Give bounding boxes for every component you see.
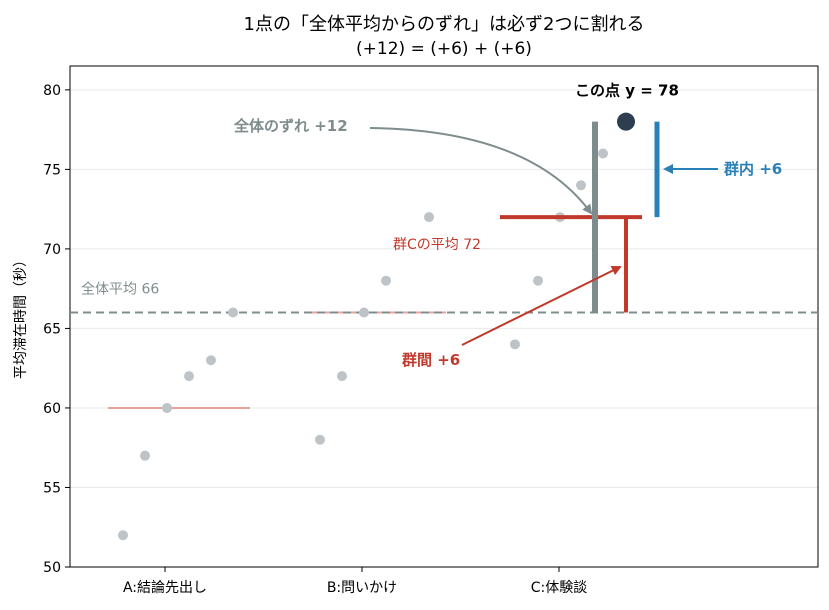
data-point <box>140 450 150 461</box>
x-tick-label: A:結論先出し <box>123 580 207 596</box>
data-point <box>533 275 543 286</box>
total-deviation-label: 全体のずれ +12 <box>233 117 348 135</box>
group-c-mean-label: 群Cの平均 72 <box>393 237 481 253</box>
x-axis: A:結論先出し B:問いかけ C:体験談 <box>123 567 587 596</box>
plot-frame <box>69 65 819 568</box>
highlight-point <box>617 112 635 131</box>
grid <box>70 89 818 568</box>
data-point <box>184 371 194 382</box>
data-point <box>576 180 586 191</box>
data-point <box>206 355 216 366</box>
y-tick-label: 60 <box>43 401 61 417</box>
y-tick-label: 55 <box>43 480 61 496</box>
data-point <box>424 212 434 223</box>
y-tick-label: 50 <box>43 560 61 576</box>
marks: 全体平均 66 群Cの平均 72 この点 y = 78 全体のずれ +12 群間 +6 群… <box>70 82 818 541</box>
data-point <box>118 530 128 541</box>
y-tick-label: 65 <box>43 321 61 337</box>
highlight-point-label: この点 y = 78 <box>575 82 679 100</box>
total-deviation-arrow <box>369 127 593 215</box>
within-label: 群内 +6 <box>724 160 782 178</box>
chart-subtitle: (+12) = (+6) + (+6) <box>356 39 532 59</box>
data-point <box>228 307 238 318</box>
data-point <box>337 371 347 382</box>
between-arrow <box>461 266 622 346</box>
data-point <box>162 402 172 413</box>
chart-title: 1点の「全体平均からのずれ」は必ず2つに割れる <box>244 14 645 35</box>
between-label: 群間 +6 <box>402 351 460 369</box>
y-tick-label: 70 <box>43 242 61 258</box>
data-point <box>359 307 369 318</box>
overall-mean-label: 全体平均 66 <box>81 281 159 298</box>
data-point <box>510 339 520 350</box>
data-point <box>381 275 391 286</box>
data-point <box>598 148 608 159</box>
x-tick-label: C:体験談 <box>531 580 588 596</box>
y-tick-label: 80 <box>43 83 61 99</box>
y-axis-label: 平均滞在時間（秒） <box>13 253 29 379</box>
x-tick-label: B:問いかけ <box>327 580 397 596</box>
y-axis: 50 55 60 65 70 75 80 <box>43 83 70 576</box>
data-point <box>315 434 325 445</box>
y-tick-label: 75 <box>43 162 61 178</box>
